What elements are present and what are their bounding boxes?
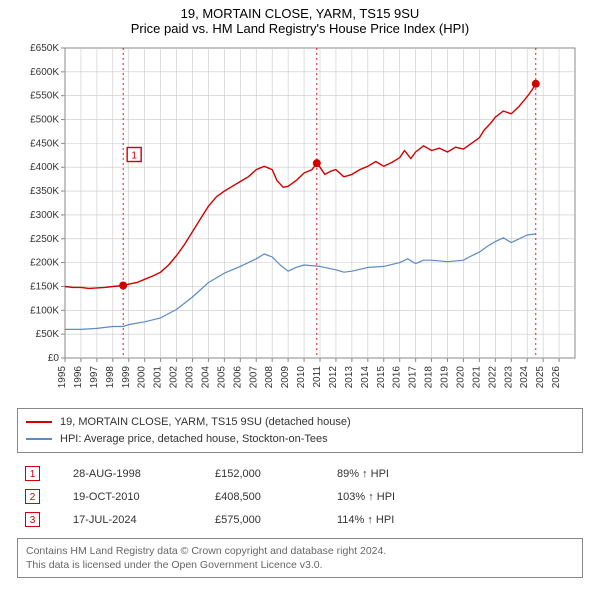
legend-label: 19, MORTAIN CLOSE, YARM, TS15 9SU (detac… [60,414,351,431]
svg-text:2007: 2007 [248,366,259,389]
svg-text:£500K: £500K [30,115,59,126]
title-area: 19, MORTAIN CLOSE, YARM, TS15 9SU Price … [10,6,590,36]
table-row: 2 19-OCT-2010 £408,500 103% ↑ HPI [19,486,581,507]
chart-svg: £0 £50K £100K £150K £200K £250K £300K £350K £400… [17,40,583,402]
svg-text:2016: 2016 [392,366,403,389]
svg-text:2002: 2002 [169,366,180,389]
chart-container: 19, MORTAIN CLOSE, YARM, TS15 9SU Price … [0,0,600,590]
svg-text:£650K: £650K [30,43,59,54]
page-subtitle: Price paid vs. HM Land Registry's House … [10,21,590,36]
legend-row: 19, MORTAIN CLOSE, YARM, TS15 9SU (detac… [26,414,574,431]
svg-text:2009: 2009 [280,366,291,389]
table-row: 3 17-JUL-2024 £575,000 114% ↑ HPI [19,509,581,530]
legend-box: 19, MORTAIN CLOSE, YARM, TS15 9SU (detac… [17,408,583,453]
svg-text:2003: 2003 [185,366,196,389]
svg-text:2010: 2010 [296,366,307,389]
legend-label: HPI: Average price, detached house, Stoc… [60,431,328,448]
svg-text:2012: 2012 [328,366,339,389]
svg-text:2018: 2018 [424,366,435,389]
sale-marker-icon: 3 [25,512,40,527]
svg-text:2023: 2023 [503,366,514,389]
svg-text:£600K: £600K [30,67,59,78]
svg-text:2001: 2001 [153,366,164,389]
svg-text:£300K: £300K [30,210,59,221]
svg-text:2021: 2021 [471,366,482,389]
chart: £0 £50K £100K £150K £200K £250K £300K £350K £400… [17,40,583,402]
svg-text:1998: 1998 [105,366,116,389]
sale-price: £408,500 [209,486,329,507]
sale-date: 19-OCT-2010 [67,486,207,507]
svg-text:2025: 2025 [535,366,546,389]
svg-text:£50K: £50K [36,329,60,340]
svg-text:2011: 2011 [312,366,323,388]
svg-text:2013: 2013 [344,366,355,389]
svg-text:2019: 2019 [440,366,451,389]
svg-text:£0: £0 [48,353,60,364]
sale-marker-icon: 1 [25,466,40,481]
sale-marker-icon: 2 [25,489,40,504]
sale-price: £575,000 [209,509,329,530]
svg-text:£550K: £550K [30,91,59,102]
svg-text:1995: 1995 [57,366,68,389]
svg-text:£100K: £100K [30,305,59,316]
sale-date: 28-AUG-1998 [67,463,207,484]
sale-date: 17-JUL-2024 [67,509,207,530]
svg-text:2006: 2006 [232,366,243,389]
svg-text:1999: 1999 [121,366,132,389]
svg-text:2026: 2026 [551,366,562,389]
sale-price: £152,000 [209,463,329,484]
svg-text:2020: 2020 [455,366,466,389]
sale-pct: 89% ↑ HPI [331,463,581,484]
svg-text:2022: 2022 [487,366,498,389]
svg-text:£350K: £350K [30,186,59,197]
svg-text:2005: 2005 [216,366,227,389]
svg-text:£400K: £400K [30,162,59,173]
svg-text:2014: 2014 [360,366,371,389]
footer-box: Contains HM Land Registry data © Crown c… [17,538,583,578]
footer-line: Contains HM Land Registry data © Crown c… [26,544,574,558]
svg-text:2017: 2017 [408,366,419,389]
sales-table: 1 28-AUG-1998 £152,000 89% ↑ HPI 2 19-OC… [17,461,583,532]
svg-text:2000: 2000 [137,366,148,389]
svg-text:£150K: £150K [30,281,59,292]
svg-text:1996: 1996 [73,366,84,389]
legend-line-icon [26,438,52,440]
footer-line: This data is licensed under the Open Gov… [26,558,574,572]
svg-text:2004: 2004 [200,366,211,389]
table-row: 1 28-AUG-1998 £152,000 89% ↑ HPI [19,463,581,484]
sale-pct: 114% ↑ HPI [331,509,581,530]
svg-text:2008: 2008 [264,366,275,389]
svg-text:£200K: £200K [30,258,59,269]
svg-text:1997: 1997 [89,366,100,389]
legend-line-icon [26,421,52,423]
svg-text:2024: 2024 [519,366,530,389]
svg-text:1: 1 [131,151,137,162]
legend-row: HPI: Average price, detached house, Stoc… [26,431,574,448]
svg-text:£250K: £250K [30,234,59,245]
sale-pct: 103% ↑ HPI [331,486,581,507]
svg-text:£450K: £450K [30,138,59,149]
svg-text:2015: 2015 [376,366,387,389]
page-title: 19, MORTAIN CLOSE, YARM, TS15 9SU [10,6,590,21]
